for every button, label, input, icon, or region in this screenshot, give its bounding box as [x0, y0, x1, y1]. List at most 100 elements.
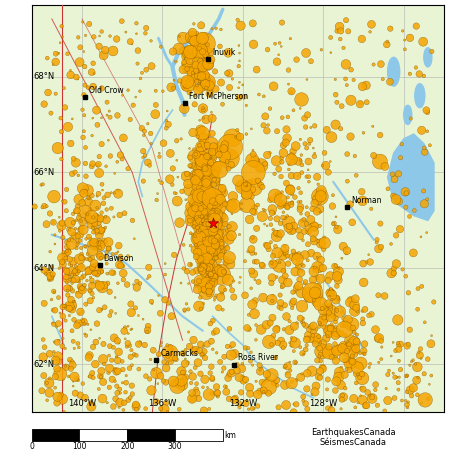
- Point: [321, 234, 328, 241]
- Point: [108, 356, 115, 364]
- Point: [278, 201, 285, 208]
- Point: [134, 47, 141, 54]
- Point: [331, 262, 338, 270]
- Point: [98, 180, 106, 188]
- Point: [275, 403, 282, 411]
- Point: [304, 370, 311, 377]
- Point: [197, 170, 204, 177]
- Point: [303, 220, 310, 228]
- Point: [199, 265, 207, 272]
- Point: [53, 338, 61, 346]
- Point: [204, 204, 211, 211]
- Point: [202, 263, 210, 270]
- Point: [41, 344, 48, 351]
- Point: [201, 237, 208, 244]
- Point: [386, 367, 393, 374]
- Point: [197, 256, 204, 263]
- Point: [368, 21, 375, 28]
- Point: [299, 237, 307, 244]
- Point: [318, 46, 325, 54]
- Point: [343, 150, 351, 158]
- Point: [359, 375, 366, 382]
- Point: [195, 76, 202, 83]
- Point: [77, 231, 84, 238]
- Point: [308, 250, 315, 257]
- Point: [94, 214, 101, 221]
- Point: [201, 195, 208, 202]
- Point: [83, 212, 91, 219]
- Point: [178, 188, 186, 195]
- Point: [181, 105, 188, 112]
- Point: [78, 251, 85, 258]
- Point: [97, 253, 104, 261]
- Point: [208, 201, 215, 208]
- Point: [183, 65, 191, 73]
- Point: [203, 189, 211, 196]
- Point: [52, 50, 59, 57]
- Point: [106, 114, 114, 121]
- Point: [88, 132, 96, 139]
- Point: [94, 239, 101, 246]
- Point: [71, 267, 78, 275]
- Point: [173, 380, 181, 387]
- Point: [366, 360, 374, 367]
- Point: [176, 33, 183, 40]
- Point: [112, 310, 119, 317]
- Point: [210, 200, 217, 207]
- Point: [196, 185, 203, 192]
- Point: [113, 35, 120, 43]
- Point: [297, 157, 304, 164]
- Point: [292, 268, 299, 275]
- Point: [197, 370, 204, 377]
- Point: [114, 248, 121, 256]
- Point: [72, 275, 79, 283]
- Point: [347, 337, 354, 344]
- Point: [207, 236, 215, 244]
- Point: [182, 355, 189, 363]
- Point: [199, 175, 207, 183]
- Point: [203, 282, 211, 289]
- Point: [44, 89, 52, 96]
- Point: [297, 136, 304, 143]
- Point: [213, 204, 221, 211]
- Point: [273, 326, 280, 333]
- Point: [199, 158, 207, 166]
- Point: [353, 331, 361, 338]
- Point: [405, 398, 412, 406]
- Point: [198, 213, 205, 221]
- Point: [282, 139, 289, 146]
- Point: [191, 146, 198, 153]
- Point: [317, 339, 324, 346]
- Point: [194, 205, 201, 212]
- Point: [160, 377, 167, 385]
- Point: [236, 94, 243, 101]
- Point: [198, 193, 206, 200]
- Point: [390, 339, 397, 346]
- Point: [203, 223, 210, 230]
- Point: [297, 198, 304, 205]
- Point: [313, 326, 320, 333]
- Point: [198, 158, 206, 165]
- Point: [137, 75, 144, 82]
- Point: [170, 76, 178, 84]
- Point: [197, 341, 204, 348]
- Point: [114, 279, 121, 287]
- Point: [337, 364, 345, 371]
- Point: [258, 326, 265, 333]
- Point: [64, 291, 72, 299]
- Point: [53, 371, 60, 379]
- Point: [201, 61, 208, 69]
- Point: [66, 261, 73, 268]
- Point: [125, 396, 132, 403]
- Point: [41, 300, 48, 307]
- Bar: [79, 430, 127, 441]
- Point: [39, 354, 47, 361]
- Text: 300: 300: [168, 442, 183, 451]
- Point: [324, 404, 332, 412]
- Point: [349, 219, 356, 226]
- Point: [82, 243, 89, 250]
- Point: [270, 332, 277, 339]
- Point: [98, 227, 105, 234]
- Point: [65, 373, 72, 380]
- Point: [202, 245, 209, 252]
